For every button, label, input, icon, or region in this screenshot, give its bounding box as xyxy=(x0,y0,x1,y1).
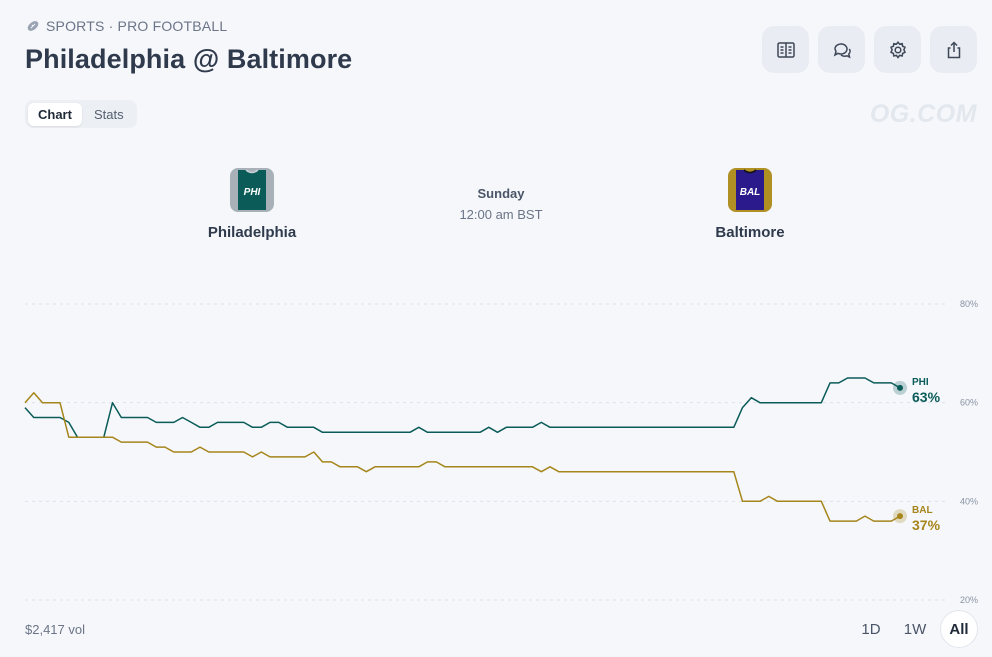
rules-button[interactable] xyxy=(762,26,809,73)
volume-label: $2,417 vol xyxy=(25,622,85,637)
game-time: 12:00 am BST xyxy=(459,207,543,222)
settings-button[interactable] xyxy=(874,26,921,73)
range-1w-button[interactable]: 1W xyxy=(903,620,927,638)
gear-icon xyxy=(889,40,906,59)
series-value-label: 63% xyxy=(912,389,941,405)
team-name-away: Baltimore xyxy=(715,224,785,241)
y-tick-label: 20% xyxy=(960,595,978,605)
chat-icon xyxy=(833,42,851,58)
bal-jersey-icon: BAL xyxy=(728,168,772,212)
phi-jersey-icon: PHI xyxy=(230,168,274,212)
team-baltimore[interactable]: BAL Baltimore xyxy=(670,168,830,241)
game-day: Sunday xyxy=(477,186,525,201)
share-icon xyxy=(947,40,960,58)
series-endpoint-phi xyxy=(897,384,903,391)
team-philadelphia[interactable]: PHI Philadelphia xyxy=(172,168,332,241)
breadcrumb-text: SPORTS · PRO FOOTBALL xyxy=(46,18,228,34)
bal-jersey-text: BAL xyxy=(740,187,761,198)
site-watermark: OG.COM xyxy=(869,100,977,128)
comments-button[interactable] xyxy=(818,26,865,73)
series-name-label: PHI xyxy=(912,377,929,388)
tab-stats[interactable]: Stats xyxy=(93,106,124,122)
range-1d-button[interactable]: 1D xyxy=(861,620,881,638)
y-tick-label: 40% xyxy=(960,496,978,506)
range-all-button[interactable]: All xyxy=(940,610,978,648)
game-info: Sunday 12:00 am BST xyxy=(421,186,581,222)
toolbar xyxy=(762,26,977,73)
page-title: Philadelphia @ Baltimore xyxy=(25,44,353,74)
series-endpoint-bal xyxy=(897,513,903,520)
series-value-label: 37% xyxy=(912,517,941,533)
breadcrumb[interactable]: SPORTS · PRO FOOTBALL xyxy=(26,18,227,34)
series-name-label: BAL xyxy=(912,505,933,516)
share-button[interactable] xyxy=(930,26,977,73)
phi-jersey-text: PHI xyxy=(244,187,261,198)
y-tick-label: 80% xyxy=(960,299,978,309)
range-selector: 1D 1W All xyxy=(852,610,978,648)
series-line-bal xyxy=(24,392,901,522)
football-icon xyxy=(27,21,39,31)
view-tabs: Chart Stats xyxy=(25,100,137,128)
y-tick-label: 60% xyxy=(960,398,978,408)
team-name-home: Philadelphia xyxy=(207,224,297,241)
tab-chart[interactable]: Chart xyxy=(28,102,82,126)
series-line-phi xyxy=(24,377,901,438)
book-icon xyxy=(776,41,795,58)
